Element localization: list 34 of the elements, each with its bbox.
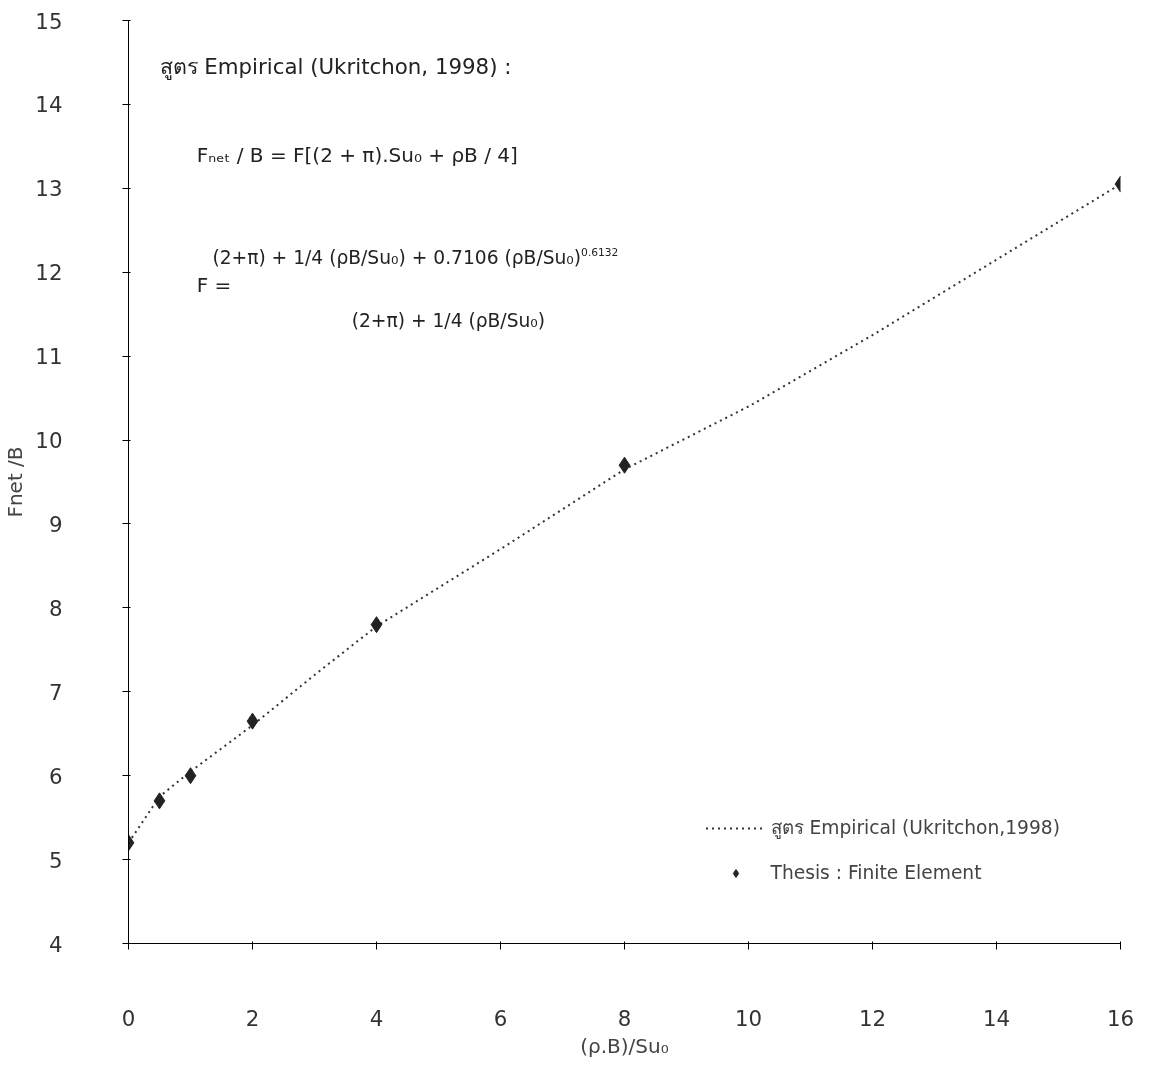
legend-label: สูตร Empirical (Ukritchon,1998)	[770, 816, 1060, 841]
x-tick-label: 2	[245, 1005, 260, 1031]
y-tick-label: 4	[48, 931, 63, 957]
y-tick-label: 8	[48, 595, 63, 621]
point	[153, 792, 166, 810]
x-axis-title: (ρ.B)/Su₀	[580, 1033, 669, 1058]
x-tick-label: 10	[734, 1005, 763, 1031]
y-tick-label: 14	[35, 92, 63, 118]
x-tick-label: 0	[121, 1005, 136, 1031]
x-tick-label: 8	[617, 1005, 632, 1031]
legend-label: Thesis : Finite Element	[770, 862, 982, 883]
y-tick-label: 10	[35, 428, 63, 454]
x-tick-label: 12	[858, 1005, 887, 1031]
annotation: (2+π) + 1/4 (ρB/Su₀)	[351, 309, 546, 331]
y-tick-label: 12	[35, 260, 63, 286]
y-tick-label: 15	[35, 8, 63, 34]
x-tick-label: 4	[369, 1005, 384, 1031]
y-tick-label: 6	[48, 763, 63, 789]
y-tick-label: 5	[48, 847, 63, 873]
x-tick-label: 6	[493, 1005, 508, 1031]
y-tick-label: 13	[35, 176, 63, 202]
point	[618, 456, 631, 474]
y-tick-label: 9	[48, 511, 63, 537]
y-tick-label: 11	[35, 344, 63, 370]
annotation: Fₙₑₜ / B = F[(2 + π).Su₀ + ρB / 4]	[196, 143, 518, 168]
point	[184, 767, 197, 785]
y-tick-label: 7	[48, 679, 63, 705]
y-axis-title: Fnet /B	[3, 446, 28, 518]
point	[246, 712, 259, 730]
annotation: สูตร Empirical (Ukritchon, 1998) :	[159, 54, 512, 81]
x-tick-label: 16	[1106, 1005, 1135, 1031]
x-tick-label: 14	[982, 1005, 1011, 1031]
point	[370, 616, 383, 634]
annotation: F =	[196, 273, 232, 298]
